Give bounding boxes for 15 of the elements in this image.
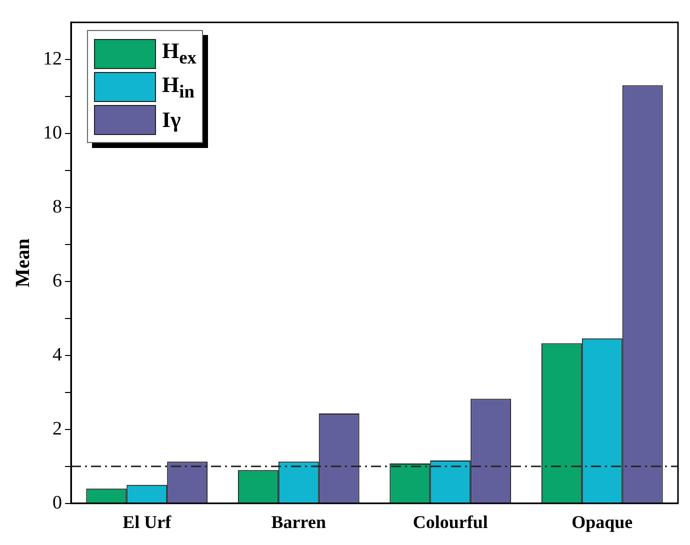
y-tick-label: 4 bbox=[52, 344, 62, 366]
y-tick-label: 12 bbox=[43, 48, 62, 70]
x-tick-label: Opaque bbox=[572, 512, 633, 532]
legend-label: H$_{ex}$ bbox=[162, 38, 196, 69]
y-tick-label: 0 bbox=[52, 492, 62, 514]
y-tick-label: 6 bbox=[52, 270, 62, 292]
y-tick-label: 2 bbox=[52, 418, 62, 440]
y-axis-title: Mean bbox=[12, 238, 34, 288]
y-tick-label: 8 bbox=[52, 196, 62, 218]
x-tick-label: Barren bbox=[271, 512, 326, 532]
x-tick-label: El Urf bbox=[122, 512, 172, 532]
legend-label: Iγ bbox=[162, 107, 181, 134]
x-tick-label: Colourful bbox=[412, 512, 488, 532]
legend-label: H$_{in}$ bbox=[162, 72, 194, 102]
y-tick-label: 10 bbox=[43, 122, 62, 144]
